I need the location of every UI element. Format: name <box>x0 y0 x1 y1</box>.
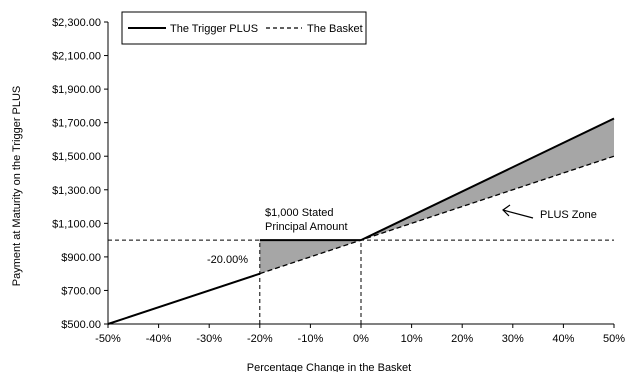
y-tick-label-9: $2,300.00 <box>52 17 101 29</box>
axes <box>104 21 615 328</box>
annotation-stated-principal-line1: $1,000 Stated <box>265 207 334 219</box>
series-lines <box>107 117 615 325</box>
x-tick-label-2: -30% <box>196 333 222 345</box>
series-1-segment-0 <box>107 155 615 325</box>
x-tick-label-5: 0% <box>353 333 369 345</box>
x-tick-label-1: -40% <box>146 333 172 345</box>
y-tick-label-3: $1,100.00 <box>52 218 101 230</box>
annotation-plus-zone: PLUS Zone <box>540 209 597 221</box>
y-tick-label-1: $700.00 <box>61 285 101 297</box>
y-tick-label-5: $1,500.00 <box>52 151 101 163</box>
x-tick-label-4: -10% <box>298 333 324 345</box>
plus-zone-arrow-icon <box>502 204 534 219</box>
tick-labels: $500.00 $700.00 $900.00 $1,100.00 $1,300.00 $… <box>52 17 625 345</box>
shaded-regions <box>259 118 614 274</box>
annotation-stated-principal-line2: Principal Amount <box>265 221 348 233</box>
y-tick-label-0: $500.00 <box>61 319 101 331</box>
y-axis-label: Payment at Maturity on the Trigger PLUS <box>11 86 23 287</box>
legend-label-basket: The Basket <box>307 23 363 35</box>
x-tick-label-9: 40% <box>552 333 574 345</box>
y-tick-label-4: $1,300.00 <box>52 185 101 197</box>
y-tick-label-8: $2,100.00 <box>52 51 101 63</box>
x-tick-label-0: -50% <box>95 333 121 345</box>
annotation-trigger-level: -20.00% <box>207 254 248 266</box>
series-0-segment-0 <box>107 272 261 325</box>
x-tick-label-8: 30% <box>502 333 524 345</box>
shaded-region-0 <box>259 240 361 274</box>
series-0-segment-2 <box>360 117 615 242</box>
legend-label-trigger-plus: The Trigger PLUS <box>170 23 258 35</box>
x-tick-label-6: 10% <box>401 333 423 345</box>
x-tick-label-10: 50% <box>603 333 625 345</box>
y-tick-label-6: $1,700.00 <box>52 118 101 130</box>
x-tick-label-3: -20% <box>247 333 273 345</box>
reference-lines <box>108 239 614 324</box>
x-tick-label-7: 20% <box>451 333 473 345</box>
x-axis-label: Percentage Change in the Basket <box>247 362 412 372</box>
y-tick-label-2: $900.00 <box>61 252 101 264</box>
y-tick-label-7: $1,900.00 <box>52 84 101 96</box>
legend-box: The Trigger PLUS The Basket <box>121 11 367 45</box>
